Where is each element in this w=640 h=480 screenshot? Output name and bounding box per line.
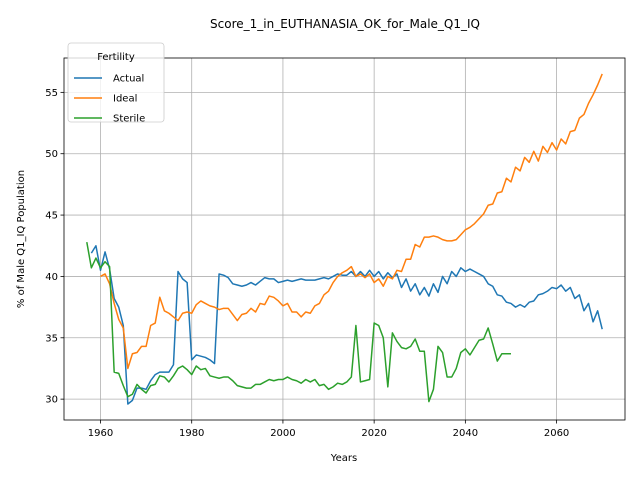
legend-label-ideal: Ideal [113,94,137,105]
x-tick-label: 2020 [361,428,386,439]
legend-label-actual: Actual [113,74,144,85]
y-tick-label: 40 [45,272,58,283]
x-tick-label: 1980 [179,428,204,439]
series-line-sterile [86,241,511,403]
x-tick-label: 2060 [544,428,569,439]
x-tick-label: 2040 [453,428,478,439]
x-tick-label: 1960 [88,428,113,439]
y-axis-ticks: 30 35 40 45 50 55 [45,88,64,406]
y-tick-label: 35 [45,333,58,344]
y-tick-label: 45 [45,211,58,222]
legend-label-sterile: Sterile [113,114,145,125]
legend-title: Fertility [97,52,135,63]
x-tick-label: 2000 [270,428,295,439]
grid [64,58,625,420]
y-tick-label: 50 [45,149,58,160]
y-tick-label: 55 [45,88,58,99]
y-tick-label: 30 [45,395,58,406]
plot-frame [63,57,626,421]
legend-entries: Actual Ideal Sterile [74,74,145,125]
y-axis-label: % of Male Q1_IQ Population [16,170,27,308]
legend-box [67,42,165,123]
x-axis-ticks: 1960 1980 2000 2020 2040 2060 [88,420,569,439]
series-line-ideal [100,73,603,370]
series-line-actual [90,245,603,405]
series-lines [86,73,603,405]
chart-title: Score_1_in_EUTHANASIA_OK_for_Male_Q1_IQ [210,17,480,31]
x-axis-label: Years [330,453,357,464]
legend: Fertility Actual Ideal Sterile [67,42,165,125]
